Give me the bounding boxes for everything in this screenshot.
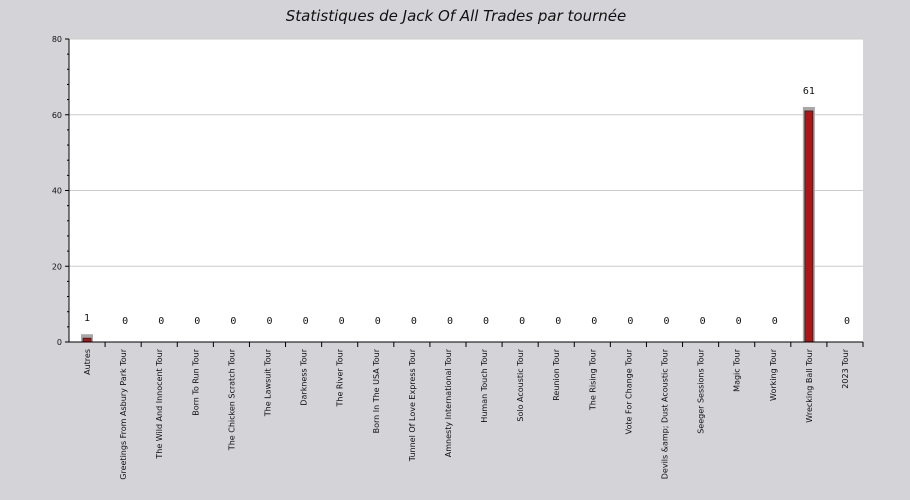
y-tick-label: 80 (52, 35, 62, 44)
x-tick-label: The Lawsuit Tour (264, 348, 273, 417)
data-label: 0 (663, 316, 669, 327)
data-label: 0 (122, 316, 128, 327)
x-tick-label: Tunnel Of Love Express Tour (408, 348, 417, 462)
bar (82, 337, 92, 343)
grid-lines (69, 38, 863, 267)
data-label: 61 (803, 86, 815, 97)
x-tick-label: Darkness Tour (300, 348, 309, 405)
data-label: 0 (844, 316, 850, 327)
data-label: 0 (194, 316, 200, 327)
x-tick-label: Amnesty International Tour (444, 348, 453, 457)
axes: 0 20 40 60 80 Autres Greetings From Asbury Par… (52, 35, 864, 480)
data-label: 1 (84, 313, 90, 324)
x-tick-label: The Wild And Innocent Tour (155, 348, 164, 459)
data-label: 0 (772, 316, 778, 327)
data-label: 0 (736, 316, 742, 327)
data-label: 0 (158, 316, 164, 327)
x-tick-label: Autres (83, 349, 92, 375)
data-label: 0 (591, 316, 597, 327)
data-label: 0 (339, 316, 345, 327)
data-label: 0 (519, 316, 525, 327)
x-tick-label: Vote For Change Tour (624, 348, 633, 434)
x-tick-label: Reunion Tour (552, 348, 561, 400)
x-tick-label: Born In The USA Tour (372, 348, 381, 433)
x-tick-label: Human Touch Tour (480, 348, 489, 422)
data-label: 0 (447, 316, 453, 327)
x-tick-label: 2023 Tour (841, 348, 850, 388)
chart-title: Statistiques de Jack Of All Trades par t… (286, 7, 626, 25)
data-label: 0 (483, 316, 489, 327)
x-tick-label: The Chicken Scratch Tour (227, 348, 236, 451)
x-tick-label: Greetings From Asbury Park Tour (119, 348, 128, 479)
y-tick-label: 0 (57, 338, 62, 347)
x-tick-label: Born To Run Tour (191, 348, 200, 415)
data-label: 0 (700, 316, 706, 327)
y-tick-label: 60 (52, 111, 62, 120)
x-tick-label: Devils &amp; Dust Acoustic Tour (661, 348, 670, 479)
x-tick-label: Magic Tour (733, 348, 742, 392)
y-tick-label: 20 (52, 262, 62, 271)
bar (804, 110, 814, 343)
data-label: 0 (627, 316, 633, 327)
x-tick-label: Solo Acoustic Tour (516, 348, 525, 421)
x-tick-label: The River Tour (336, 348, 345, 407)
x-tick-label: The Rising Tour (588, 348, 597, 411)
y-tick-label: 40 (52, 187, 62, 196)
data-label: 0 (266, 316, 272, 327)
data-label: 0 (230, 316, 236, 327)
data-label: 0 (555, 316, 561, 327)
x-tick-label: Wrecking Ball Tour (805, 348, 814, 422)
data-label: 0 (375, 316, 381, 327)
data-label: 0 (411, 316, 417, 327)
x-tick-label: Working Tour (769, 348, 778, 401)
x-tick-label: Seeger Sessions Tour (697, 348, 706, 433)
data-label: 0 (303, 316, 309, 327)
bar-marks: 1 0 0 0 0 0 0 0 0 0 0 0 0 0 0 0 0 0 0 0 61 0 (81, 86, 850, 343)
